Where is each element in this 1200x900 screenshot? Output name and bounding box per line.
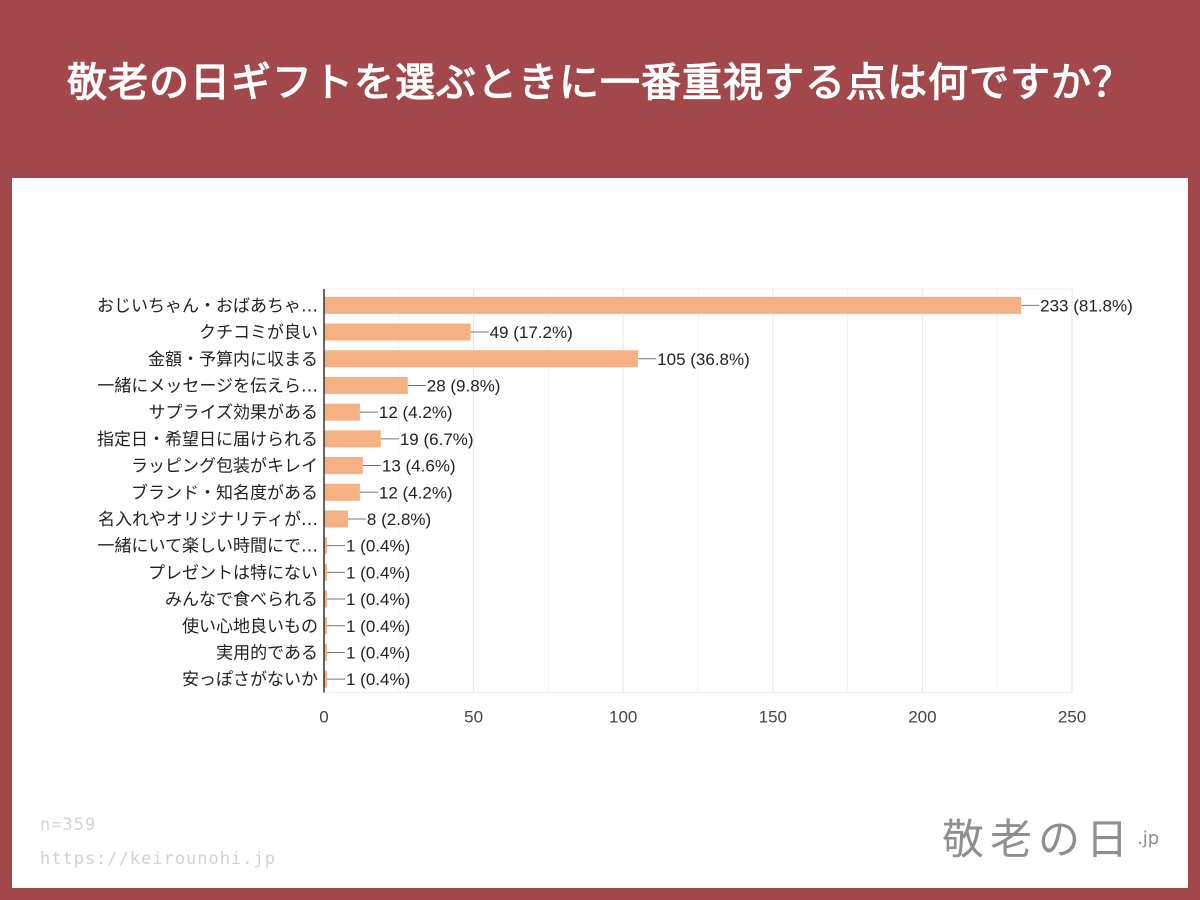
data-label: 105 (36.8%) (657, 350, 750, 369)
page-title: 敬老の日ギフトを選ぶときに一番重視する点は何ですか？ (67, 60, 1133, 106)
x-tick-label: 150 (759, 708, 787, 727)
data-label: 49 (17.2%) (490, 323, 573, 342)
bar (324, 457, 363, 475)
data-label: 19 (6.7%) (400, 430, 474, 449)
bar (324, 617, 327, 635)
data-label: 12 (4.2%) (379, 483, 453, 502)
category-label: クチコミが良い (199, 323, 318, 343)
data-label: 8 (2.8%) (367, 510, 431, 529)
sample-size-label: n=359 (40, 815, 97, 835)
chart-card: 0 50 100 150 200 250 おじいちゃん・おばあちゃ… 233 (81.8%) ク… (12, 178, 1188, 888)
x-tick-label: 50 (464, 708, 483, 727)
bar (324, 537, 327, 555)
x-tick-label: 200 (908, 708, 936, 727)
logo-domain-suffix: .jp (1137, 828, 1160, 849)
data-label: 13 (4.6%) (382, 457, 456, 476)
category-label: プレゼントは特にない (148, 563, 318, 583)
x-tick-label: 0 (319, 708, 328, 727)
bar (324, 430, 381, 448)
bar (324, 670, 327, 688)
category-label: みんなで食べられる (165, 590, 318, 610)
category-label: 実用的である (216, 643, 318, 663)
bar (324, 563, 327, 581)
category-label: サプライズ効果がある (149, 403, 319, 423)
data-label: 1 (0.4%) (346, 563, 410, 582)
bar (324, 510, 348, 528)
bar (324, 643, 327, 661)
bar (324, 403, 360, 421)
bar (324, 483, 360, 501)
bar (324, 350, 639, 368)
bar-chart: 0 50 100 150 200 250 おじいちゃん・おばあちゃ… 233 (81.8%) ク… (97, 288, 1133, 727)
data-label: 1 (0.4%) (346, 643, 410, 662)
data-label: 1 (0.4%) (346, 617, 410, 636)
data-label: 233 (81.8%) (1040, 296, 1133, 315)
category-label: ラッピング包装がキレイ (131, 457, 318, 477)
logo-wordmark: 敬老の日 (942, 815, 1135, 864)
data-label: 28 (9.8%) (427, 376, 501, 395)
x-tick-label: 100 (609, 708, 637, 727)
bar (324, 296, 1022, 314)
data-label: 1 (0.4%) (346, 537, 410, 556)
category-label: ブランド・知名度がある (131, 482, 318, 503)
category-label: 一緒にメッセージを伝えら… (97, 376, 318, 396)
site-logo: 敬老の日 .jp (942, 798, 1182, 868)
bar (324, 590, 327, 608)
data-label: 1 (0.4%) (346, 590, 410, 609)
category-label: 使い心地良いもの (182, 616, 318, 637)
category-label: 一緒にいて楽しい時間にで… (98, 537, 319, 557)
category-label: 安っぽさがないか (182, 670, 318, 690)
category-label: おじいちゃん・おばあちゃ… (97, 296, 318, 316)
data-label: 1 (0.4%) (346, 670, 410, 689)
data-label: 12 (4.2%) (379, 403, 453, 422)
category-label: 名入れやオリジナリティが… (98, 510, 318, 530)
site-url-text: https://keirounohi.jp (40, 849, 276, 869)
category-label: 指定日・希望日に届けられる (97, 430, 318, 450)
bar (324, 376, 408, 394)
bar (324, 323, 471, 341)
category-label: 金額・予算内に収まる (148, 350, 318, 370)
x-tick-label: 250 (1058, 708, 1086, 727)
